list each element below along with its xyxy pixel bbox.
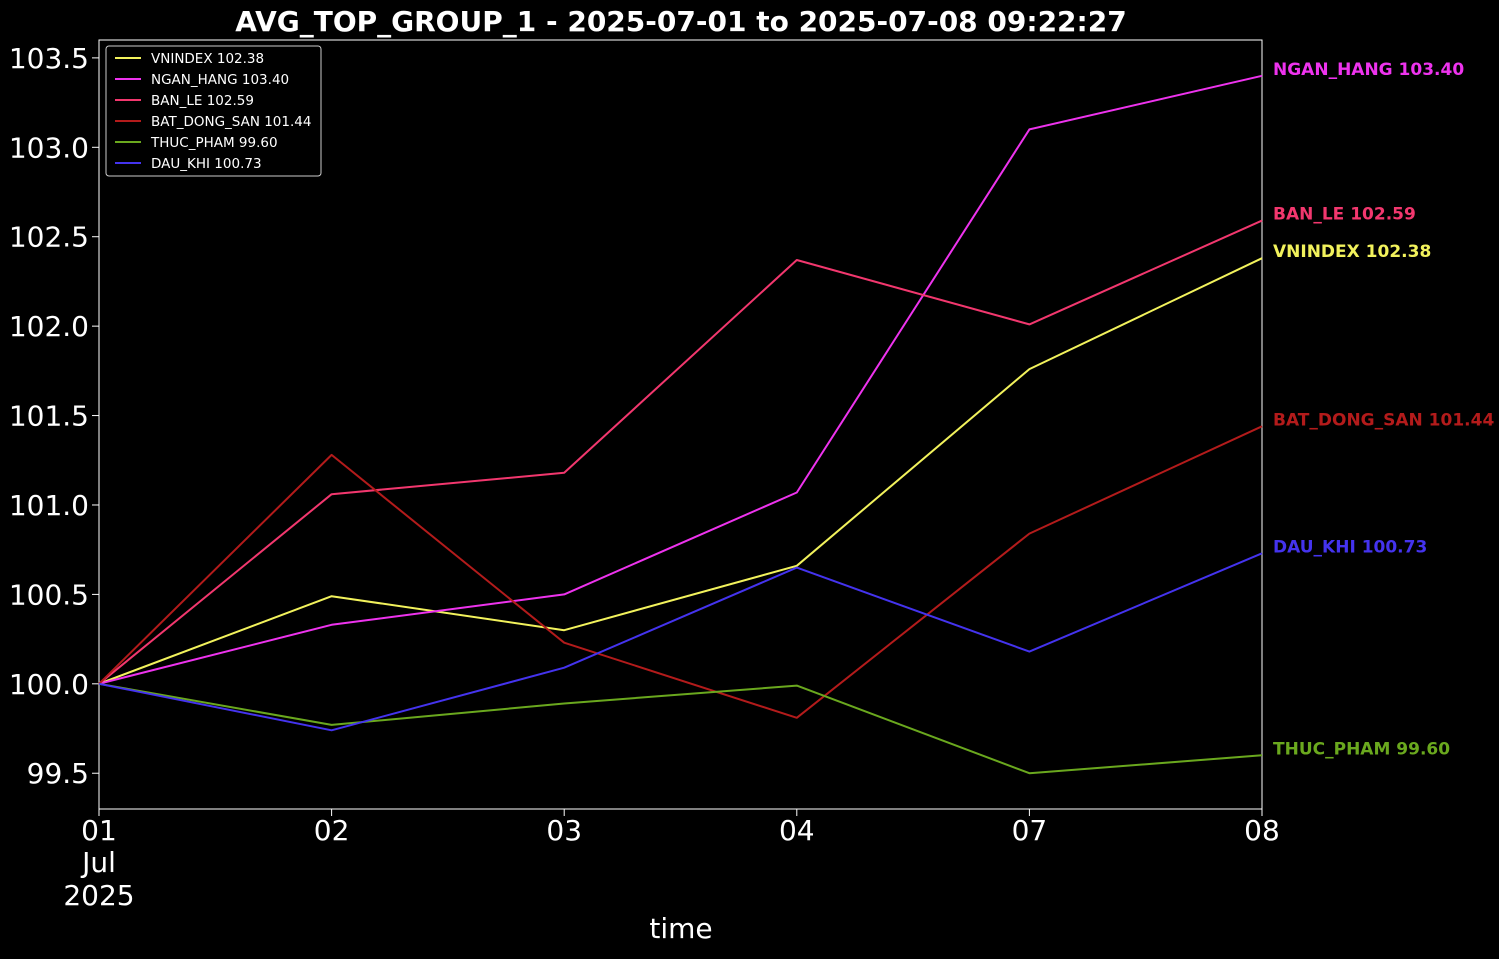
series-end-label: BAT_DONG_SAN 101.44 (1273, 410, 1494, 430)
legend-label: NGAN_HANG 103.40 (151, 72, 289, 88)
plot-frame (98, 39, 1263, 810)
x-tick-sublabel: 2025 (63, 879, 134, 912)
y-tick-label: 101.5 (9, 400, 89, 433)
legend-label: THUC_PHAM 99.60 (150, 135, 278, 151)
plot-area-border (98, 39, 1263, 810)
legend-item: DAU_KHI 100.73 (115, 156, 262, 172)
series-end-label: VNINDEX 102.38 (1273, 242, 1431, 262)
y-tick-label: 103.5 (9, 42, 89, 75)
legend-item: THUC_PHAM 99.60 (115, 135, 278, 151)
x-tick-label: 08 (1244, 814, 1280, 847)
series-end-label: BAN_LE 102.59 (1273, 205, 1416, 225)
legend-item: BAN_LE 102.59 (115, 93, 254, 109)
y-tick-label: 102.0 (9, 310, 89, 343)
x-tick-label: 03 (546, 814, 582, 847)
legend-label: DAU_KHI 100.73 (151, 156, 262, 172)
legend-item: BAT_DONG_SAN 101.44 (115, 114, 311, 130)
series-end-label: THUC_PHAM 99.60 (1273, 739, 1450, 759)
series-line-ngan-hang (98, 74, 1263, 685)
x-tick-label: 01 (81, 814, 117, 847)
legend-label: BAT_DONG_SAN 101.44 (151, 114, 311, 130)
y-axis: 99.5 100.0 100.5 101.0 101.5 102.0 102.5 103.0 1… (9, 42, 99, 790)
series-end-labels: VNINDEX 102.38 NGAN_HANG 103.40 BAN_LE 102… (1273, 60, 1494, 760)
x-tick-label: 04 (779, 814, 815, 847)
x-tick-label: 02 (314, 814, 350, 847)
series-end-label: NGAN_HANG 103.40 (1273, 60, 1464, 80)
x-tick-label: 07 (1012, 814, 1048, 847)
series-line-dau-khi (98, 552, 1263, 732)
y-tick-label: 99.5 (27, 757, 89, 790)
legend-item: NGAN_HANG 103.40 (115, 72, 289, 88)
y-tick-label: 103.0 (9, 131, 89, 164)
y-tick-label: 100.0 (9, 668, 89, 701)
y-tick-label: 100.5 (9, 578, 89, 611)
y-tick-label: 101.0 (9, 489, 89, 522)
legend-label: VNINDEX 102.38 (151, 51, 264, 67)
series-end-label: DAU_KHI 100.73 (1273, 537, 1427, 557)
y-tick-label: 102.5 (9, 221, 89, 254)
series-line-thuc-pham (98, 682, 1263, 775)
series-line-vnindex (98, 257, 1263, 685)
series-line-bat-dong-san (98, 425, 1263, 719)
legend-label: BAN_LE 102.59 (151, 93, 254, 109)
series-lines (98, 74, 1263, 775)
chart-title: AVG_TOP_GROUP_1 - 2025-07-01 to 2025-07-… (235, 5, 1126, 38)
legend-box (105, 45, 322, 177)
x-axis-label: time (649, 912, 712, 945)
series-line-ban-le (98, 219, 1263, 685)
legend: VNINDEX 102.38 NGAN_HANG 103.40 BAN_LE 102… (105, 45, 322, 177)
legend-item: VNINDEX 102.38 (115, 51, 264, 67)
x-tick-sublabel: Jul (80, 846, 116, 879)
